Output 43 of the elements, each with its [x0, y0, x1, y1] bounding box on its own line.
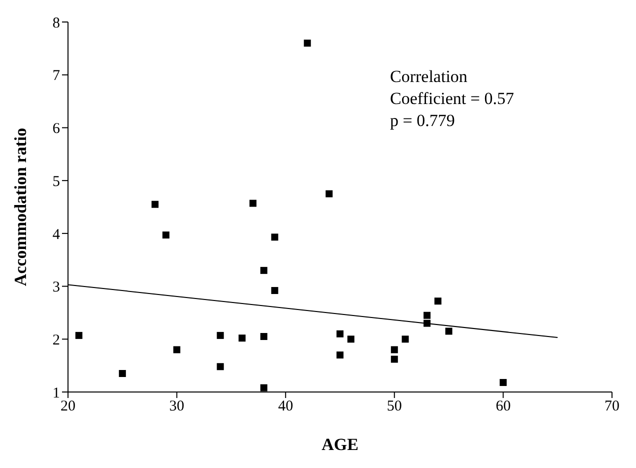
point: [173, 346, 180, 354]
point: [424, 312, 431, 319]
y-tick-label: 1: [52, 385, 60, 402]
y-tick-label: 4: [52, 226, 60, 243]
note: Correlation Coefficient = 0.57 p = 0.779: [390, 66, 514, 132]
point: [326, 190, 333, 198]
point: [347, 336, 354, 343]
point: [402, 336, 409, 343]
point: [260, 266, 268, 274]
point: [118, 370, 126, 377]
point: [390, 346, 398, 354]
point: [336, 330, 344, 338]
point: [75, 332, 82, 339]
y-tick-label: 3: [52, 280, 60, 296]
point: [336, 352, 344, 358]
point: [445, 328, 452, 335]
point: [271, 287, 278, 294]
point: [271, 234, 278, 241]
x-tick-label: 60: [496, 398, 511, 415]
y-tick-label: 6: [52, 121, 60, 138]
point: [162, 232, 170, 239]
point: [390, 356, 398, 363]
point: [304, 40, 311, 47]
point: [260, 333, 268, 340]
point: [434, 298, 442, 305]
point: [500, 378, 507, 386]
x-axis-title: AGE: [322, 435, 358, 454]
y-tick-label: 2: [52, 332, 60, 348]
point: [249, 200, 256, 207]
point: [216, 332, 224, 339]
y-tick-label: 5: [52, 174, 60, 190]
y-axis-title: Accommodation ratio: [11, 128, 30, 286]
point: [260, 384, 268, 392]
y-tick-label: 8: [52, 15, 60, 32]
point: [152, 200, 159, 208]
point: [216, 363, 224, 370]
point: [238, 334, 246, 342]
x-tick-label: 30: [169, 398, 184, 415]
x-tick-label: 40: [278, 398, 294, 415]
x-tick-label: 70: [604, 398, 620, 415]
x-tick-label: 20: [60, 398, 76, 415]
y-tick-label: 7: [52, 68, 60, 84]
x-tick-label: 50: [386, 398, 402, 415]
